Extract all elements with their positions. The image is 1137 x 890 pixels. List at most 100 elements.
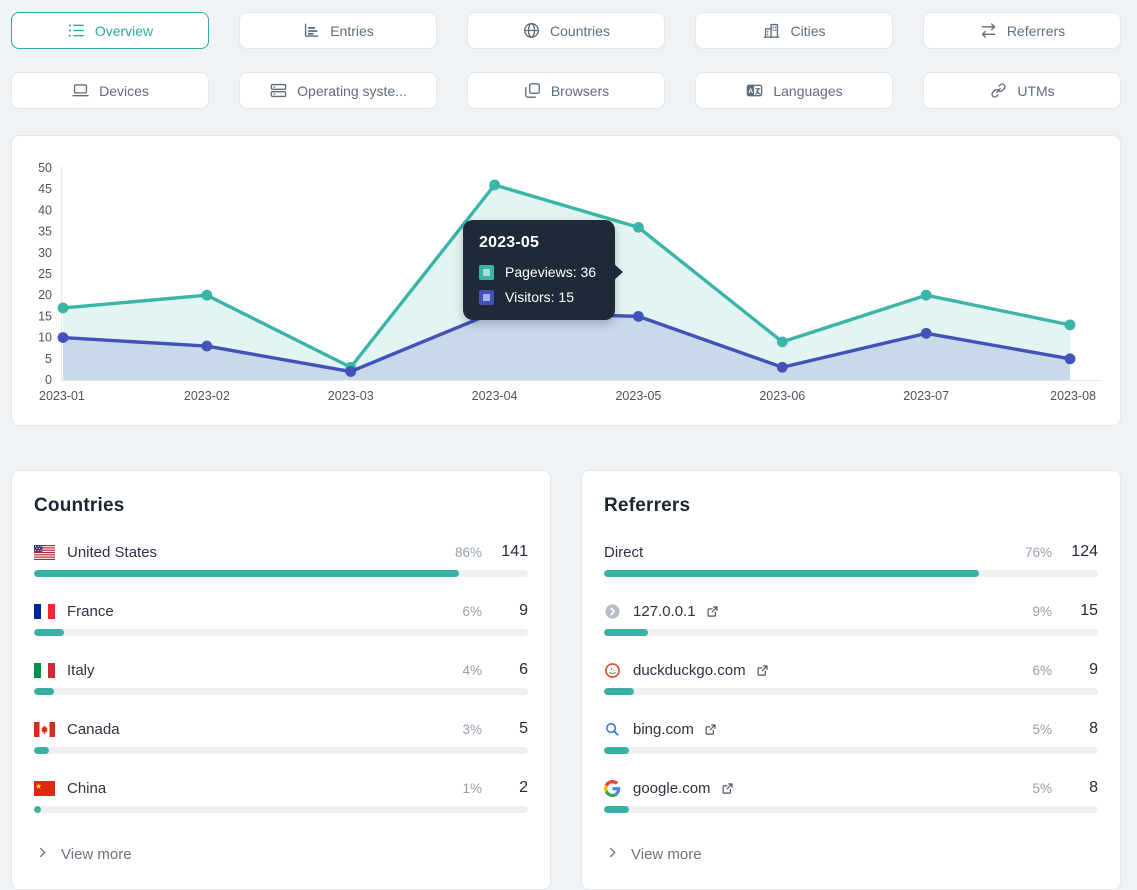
- laptop-icon: [71, 81, 90, 100]
- referrers-view-more-button[interactable]: View more: [604, 838, 704, 873]
- progress-bar-track: [34, 747, 528, 754]
- y-tick-label: 45: [38, 182, 52, 196]
- tab-label: Operating syste...: [297, 82, 407, 99]
- stat-count: 9: [1089, 661, 1098, 678]
- stat-row-label[interactable]: bing.com: [604, 721, 1008, 738]
- us-flag-icon: [34, 544, 55, 560]
- external-link-icon[interactable]: [755, 663, 770, 678]
- x-tick-label: 2023-05: [615, 389, 661, 403]
- stat-cards-row: Countries United States 86% 141 France 6% 9 It…: [11, 470, 1126, 890]
- y-tick-label: 40: [38, 203, 52, 217]
- pageviews-point-2023-08[interactable]: [1064, 319, 1076, 331]
- tab-entries[interactable]: Entries: [239, 12, 437, 49]
- stat-label-text[interactable]: 127.0.0.1: [633, 602, 696, 620]
- tooltip-pageviews-value: Pageviews: 36: [505, 264, 597, 280]
- tab-referrers[interactable]: Referrers: [923, 12, 1121, 49]
- progress-bar-fill: [604, 688, 634, 695]
- tab-devices[interactable]: Devices: [11, 72, 209, 109]
- pageviews-point-2023-04[interactable]: [489, 179, 500, 191]
- stat-label-text[interactable]: bing.com: [633, 720, 694, 738]
- tooltip-row-visitors: Visitors: 15: [479, 289, 599, 305]
- stat-row-label: Direct: [604, 544, 1008, 561]
- tab-countries[interactable]: Countries: [467, 12, 665, 49]
- stat-row-header: France 6% 9: [34, 602, 528, 620]
- tab-languages[interactable]: A Languages: [695, 72, 893, 109]
- pageviews-point-2023-05[interactable]: [633, 221, 644, 233]
- progress-bar-track: [604, 806, 1098, 813]
- tab-label: Browsers: [550, 82, 610, 99]
- stat-count: 8: [1089, 720, 1098, 737]
- tab-overview[interactable]: Overview: [11, 12, 209, 49]
- stat-label-text[interactable]: google.com: [633, 779, 711, 797]
- external-link-icon[interactable]: [720, 781, 735, 796]
- stat-row-label[interactable]: 127.0.0.1: [604, 603, 1008, 620]
- progress-bar-track: [604, 688, 1098, 695]
- tab-operating-syste[interactable]: Operating syste...: [239, 72, 437, 109]
- tooltip-title: 2023-05: [479, 234, 540, 251]
- visitors-point-2023-08[interactable]: [1064, 353, 1076, 365]
- progress-bar-fill: [604, 629, 649, 636]
- visitors-area: [63, 312, 1070, 380]
- stat-label-text[interactable]: duckduckgo.com: [633, 661, 746, 679]
- stat-row-label[interactable]: duckduckgo.com: [604, 662, 1008, 679]
- tooltip-visitors-value: Visitors: 15: [505, 289, 574, 305]
- countries-view-more-button[interactable]: View more: [34, 838, 134, 873]
- stat-row-label: France: [34, 603, 438, 620]
- stat-row-header: Direct 76% 124: [604, 543, 1098, 561]
- referrer-row-duckduckgo.com: duckduckgo.com 6% 9: [604, 661, 1098, 695]
- progress-bar-fill: [34, 747, 49, 754]
- progress-bar-track: [34, 688, 528, 695]
- stat-percent: 86%: [454, 544, 482, 560]
- pageviews-point-2023-07[interactable]: [920, 289, 932, 301]
- stat-percent: 1%: [462, 780, 482, 796]
- stat-count: 15: [1080, 602, 1098, 619]
- progress-bar-track: [34, 806, 528, 813]
- tab-browsers[interactable]: Browsers: [467, 72, 665, 109]
- language-icon: A: [745, 81, 764, 100]
- tab-utms[interactable]: UTMs: [923, 72, 1121, 109]
- visitors-point-2023-03[interactable]: [345, 366, 357, 377]
- stat-row-label[interactable]: google.com: [604, 779, 1008, 797]
- progress-bar-fill: [34, 806, 42, 813]
- y-tick-label: 35: [38, 225, 52, 239]
- tab-label: Overview: [94, 22, 154, 39]
- visitors-point-2023-02[interactable]: [201, 340, 213, 352]
- stat-row-header: United States 86% 141: [34, 543, 528, 561]
- stat-count: 2: [519, 779, 528, 796]
- stat-row-header: Canada 3% 5: [34, 720, 528, 738]
- countries-list: United States 86% 141 France 6% 9 Italy 4% 6 Cana…: [34, 543, 528, 813]
- stat-label-text: Italy: [67, 661, 95, 679]
- link-icon: [989, 81, 1008, 100]
- cn-flag-icon: [34, 780, 55, 796]
- visitors-point-2023-05[interactable]: [633, 311, 644, 322]
- external-link-icon[interactable]: [705, 604, 720, 619]
- external-link-icon[interactable]: [703, 722, 718, 737]
- progress-bar-fill: [604, 570, 980, 577]
- referrers-list: Direct 76% 124 127.0.0.1 9% 15 duckduckgo.com 6…: [604, 543, 1098, 813]
- country-row-united-states: United States 86% 141: [34, 543, 528, 577]
- stat-percent: 6%: [462, 603, 482, 619]
- stat-count: 124: [1071, 543, 1098, 560]
- progress-bar-fill: [34, 688, 54, 695]
- stat-row-header: China 1% 2: [34, 779, 528, 797]
- pageviews-point-2023-06[interactable]: [776, 336, 788, 348]
- pageviews-point-2023-02[interactable]: [201, 289, 213, 301]
- tooltip-arrow: [614, 264, 623, 280]
- visitors-point-2023-01[interactable]: [57, 332, 69, 343]
- stat-percent: 4%: [462, 662, 482, 678]
- stat-row-label: Canada: [34, 721, 438, 738]
- pageviews-point-2023-01[interactable]: [57, 302, 69, 314]
- chevron-right-icon: [36, 846, 49, 863]
- tab-label: Languages: [773, 82, 843, 99]
- tab-cities[interactable]: Cities: [695, 12, 893, 49]
- stat-row-label: China: [34, 780, 438, 797]
- stat-count: 141: [501, 543, 528, 560]
- country-row-canada: Canada 3% 5: [34, 720, 528, 754]
- y-tick-label: 0: [45, 373, 52, 387]
- bing-favicon: [604, 721, 621, 738]
- stat-percent: 6%: [1032, 662, 1052, 678]
- visitors-point-2023-07[interactable]: [920, 327, 932, 339]
- traffic-chart-card: 0 5 10 15 20 25 30 35 40 45 50 2023-01 2023-02 2023-0…: [11, 135, 1121, 426]
- referrer-row-direct: Direct 76% 124: [604, 543, 1098, 577]
- visitors-point-2023-06[interactable]: [776, 361, 788, 373]
